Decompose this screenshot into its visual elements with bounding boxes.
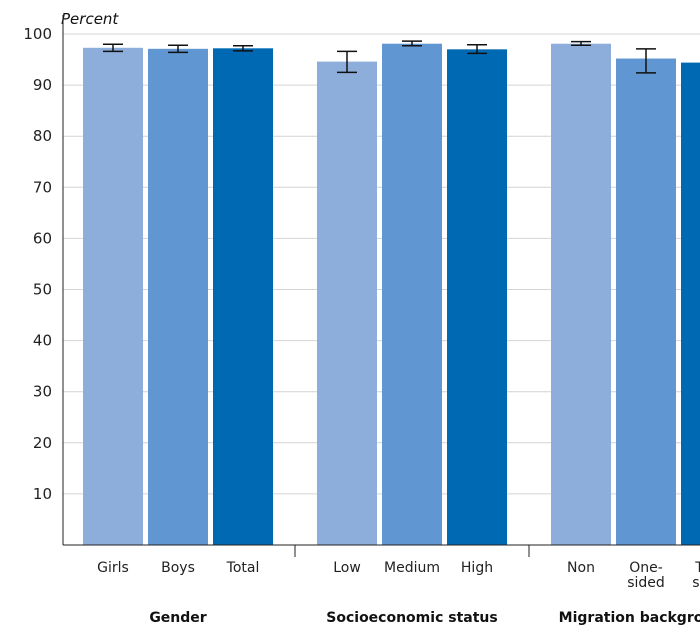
bar-2-1 [616, 58, 676, 545]
bar-0-0 [83, 47, 143, 546]
bar-0-1 [148, 48, 208, 545]
group-label: Gender [149, 610, 206, 626]
x-category-label: Girls [97, 560, 129, 576]
y-tick-label: 20 [33, 434, 52, 452]
y-tick-label: 10 [33, 485, 52, 503]
y-tick-label: 40 [33, 332, 52, 350]
x-category-label: Low [333, 560, 361, 576]
bar-2-2 [681, 62, 700, 546]
bar-2-0 [551, 43, 611, 546]
bar-1-1 [382, 43, 442, 546]
x-category-label: High [461, 560, 493, 576]
group-label: Socioeconomic status [326, 610, 497, 626]
x-category-label: Two-sided [692, 560, 700, 591]
bar-1-0 [317, 61, 377, 546]
x-category-label: Boys [161, 560, 195, 576]
x-category-label: One-sided [627, 560, 665, 591]
group-label: Migration background [559, 610, 700, 626]
y-tick-label: 100 [23, 25, 52, 43]
x-category-label: Non [567, 560, 595, 576]
y-tick-label: 70 [33, 178, 52, 196]
y-tick-label: 30 [33, 383, 52, 401]
bar-1-2 [447, 49, 507, 545]
x-category-label: Medium [384, 560, 440, 576]
x-category-label: Total [226, 560, 260, 576]
y-axis-label: Percent [61, 10, 119, 28]
y-tick-label: 60 [33, 229, 52, 247]
y-tick-label: 50 [33, 281, 52, 299]
y-tick-label: 80 [33, 127, 52, 145]
bar-0-2 [213, 48, 273, 546]
y-tick-label: 90 [33, 76, 52, 94]
